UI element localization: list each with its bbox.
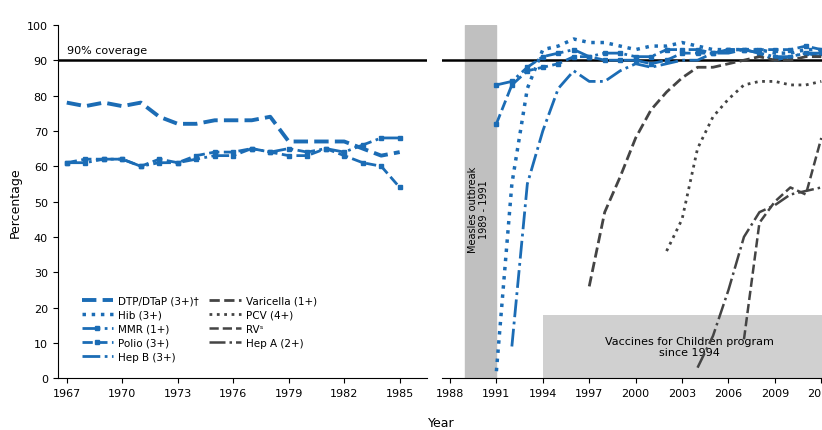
Bar <box>465 26 496 378</box>
Text: Measles outbreak
1989 - 1991: Measles outbreak 1989 - 1991 <box>468 166 489 252</box>
FancyBboxPatch shape <box>543 315 822 378</box>
Legend: DTP/DTaP (3+)†, Hib (3+), MMR (1+), Polio (3+), Hep B (3+), Varicella (1+), PCV : DTP/DTaP (3+)†, Hib (3+), MMR (1+), Poli… <box>77 292 321 366</box>
Text: 90% coverage: 90% coverage <box>67 46 147 56</box>
Text: Vaccines for Children program
since 1994: Vaccines for Children program since 1994 <box>605 336 774 357</box>
Text: Year: Year <box>427 416 455 429</box>
Y-axis label: Percentage: Percentage <box>8 167 21 237</box>
